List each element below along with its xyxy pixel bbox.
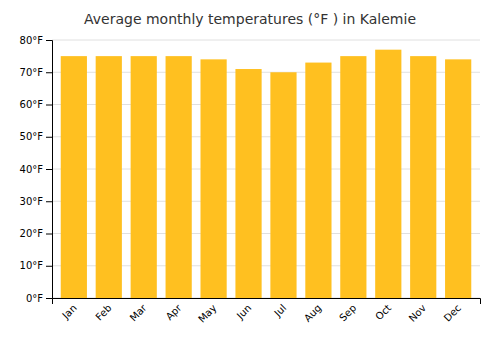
y-tick: 30°F [20, 196, 52, 207]
bar [96, 56, 122, 298]
x-tick: Dec [442, 302, 463, 323]
x-tick: Aug [302, 302, 324, 324]
x-tick-label: May [196, 302, 218, 324]
x-tick-label: Aug [302, 302, 324, 324]
grid-line [52, 40, 480, 41]
x-tick: Oct [373, 302, 393, 322]
y-tick: 60°F [20, 99, 52, 110]
chart: 0°F 10°F 20°F 30°F 40°F 50°F 60°F 70°F 80°F Jan Fe… [0, 0, 500, 350]
grid [52, 40, 480, 298]
bar [270, 72, 296, 298]
bars [61, 50, 472, 298]
x-tick-label: Apr [164, 302, 185, 323]
y-tick-mark [46, 169, 52, 170]
x-tick-label: Sep [337, 302, 358, 323]
y-tick-mark [46, 234, 52, 235]
y-tick-mark [46, 137, 52, 138]
x-tick-label: Nov [407, 302, 429, 324]
x-tick: Nov [407, 302, 429, 324]
x-tick-label: Mar [128, 302, 150, 324]
bar [340, 56, 366, 298]
y-tick-mark [46, 266, 52, 267]
plot-area: 0°F 10°F 20°F 30°F 40°F 50°F 60°F 70°F 80°F Jan Fe… [20, 35, 481, 325]
bar [166, 56, 192, 298]
y-tick: 10°F [20, 260, 52, 271]
y-tick-label: 20°F [20, 228, 44, 239]
y-tick-label: 30°F [20, 196, 44, 207]
y-tick-mark [46, 72, 52, 73]
x-tick-label: Jan [59, 302, 78, 321]
y-tick-label: 70°F [20, 67, 44, 78]
x-axis: Jan Feb Mar Apr May Jun Jul Aug Sep Oct Nov Dec [53, 299, 481, 325]
y-tick: 0°F [26, 293, 52, 304]
y-tick: 20°F [20, 228, 52, 239]
y-tick-mark [46, 201, 52, 202]
x-tick-label: Jul [271, 302, 288, 319]
title: Average monthly temperatures (°F ) in Ka… [84, 11, 416, 27]
x-tick: Jul [271, 302, 288, 319]
x-tick: Sep [337, 302, 358, 323]
y-tick: 40°F [20, 164, 52, 175]
x-tick-label: Dec [442, 302, 463, 323]
y-tick-mark [46, 40, 52, 41]
x-axis-line [53, 299, 481, 305]
y-axis-line [46, 41, 53, 299]
bar [61, 56, 87, 298]
x-tick-label: Feb [93, 302, 113, 322]
bar [375, 50, 401, 298]
x-tick: Apr [164, 302, 185, 323]
y-tick-label: 0°F [26, 293, 43, 304]
bar [131, 56, 157, 298]
y-tick-label: 80°F [20, 35, 44, 46]
y-tick-label: 50°F [20, 131, 44, 142]
bar [410, 56, 436, 298]
y-tick-label: 60°F [20, 99, 44, 110]
bar [445, 59, 471, 298]
bar [305, 63, 331, 298]
y-tick-label: 10°F [20, 260, 44, 271]
x-tick-label: Jun [234, 302, 254, 322]
x-tick-label: Oct [373, 302, 393, 322]
y-tick: 80°F [20, 35, 52, 46]
y-tick-mark [46, 298, 52, 299]
y-tick-mark [46, 105, 52, 106]
bar [235, 69, 261, 298]
x-tick: Jun [234, 302, 254, 322]
y-tick-label: 40°F [20, 164, 44, 175]
x-tick: May [196, 302, 218, 324]
y-tick: 70°F [20, 67, 52, 78]
bar [200, 59, 226, 298]
y-tick: 50°F [20, 131, 52, 142]
x-tick: Mar [128, 302, 150, 324]
y-axis: 0°F 10°F 20°F 30°F 40°F 50°F 60°F 70°F 80°F [20, 35, 53, 304]
x-tick: Feb [93, 302, 113, 322]
x-tick: Jan [59, 302, 78, 321]
